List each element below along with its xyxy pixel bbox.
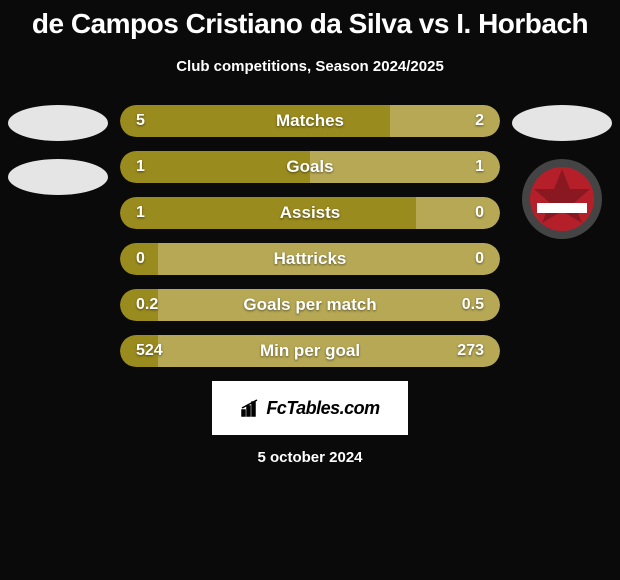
left-column	[8, 105, 108, 195]
stat-bars: Matches 5 2 Goals 1 1 Assists 1 0 Hattricks 0 0 Goal…	[120, 105, 500, 367]
stat-bar-row: Goals 1 1	[120, 151, 500, 183]
stat-bar-label: Hattricks	[274, 249, 347, 269]
stat-bar-right	[310, 151, 500, 183]
stat-bar-left	[120, 151, 310, 183]
stat-bar-label: Min per goal	[260, 341, 360, 361]
stat-bar-right-value: 2	[475, 112, 484, 130]
stat-bar-right-value: 1	[475, 158, 484, 176]
stat-bar-right-value: 0	[475, 204, 484, 222]
right-avatar-ellipse	[512, 105, 612, 141]
stat-bar-left	[120, 105, 390, 137]
stat-bar-left-value: 0.2	[136, 296, 158, 314]
left-avatar-ellipse-2	[8, 159, 108, 195]
stat-bar-left-value: 524	[136, 342, 163, 360]
stat-bar-right	[416, 197, 500, 229]
stat-bar-label: Assists	[280, 203, 340, 223]
subtitle: Club competitions, Season 2024/2025	[176, 58, 444, 75]
stat-bar-row: Assists 1 0	[120, 197, 500, 229]
left-avatar-ellipse-1	[8, 105, 108, 141]
stat-bar-left-value: 1	[136, 204, 145, 222]
stat-bar-row: Matches 5 2	[120, 105, 500, 137]
stat-bar-label: Goals per match	[243, 295, 376, 315]
stat-bar-row: Hattricks 0 0	[120, 243, 500, 275]
stat-bar-right-value: 0.5	[462, 296, 484, 314]
stat-bar-left-value: 1	[136, 158, 145, 176]
stat-bar-row: Goals per match 0.2 0.5	[120, 289, 500, 321]
stat-bar-right-value: 0	[475, 250, 484, 268]
stat-bar-label: Matches	[276, 111, 344, 131]
footer-date: 5 october 2024	[257, 449, 362, 466]
stat-bar-right-value: 273	[457, 342, 484, 360]
chart-icon	[240, 398, 260, 418]
right-column	[512, 105, 612, 239]
club-badge-icon	[522, 159, 602, 239]
content-row: Matches 5 2 Goals 1 1 Assists 1 0 Hattricks 0 0 Goal…	[0, 105, 620, 367]
stat-bar-label: Goals	[286, 157, 333, 177]
comparison-infographic: de Campos Cristiano da Silva vs I. Horba…	[0, 0, 620, 580]
stat-bar-left	[120, 197, 416, 229]
footer-brand-box: FcTables.com	[212, 381, 408, 435]
footer-brand-text: FcTables.com	[266, 398, 379, 419]
stat-bar-row: Min per goal 524 273	[120, 335, 500, 367]
stat-bar-left-value: 5	[136, 112, 145, 130]
stat-bar-left-value: 0	[136, 250, 145, 268]
page-title: de Campos Cristiano da Silva vs I. Horba…	[32, 8, 588, 40]
